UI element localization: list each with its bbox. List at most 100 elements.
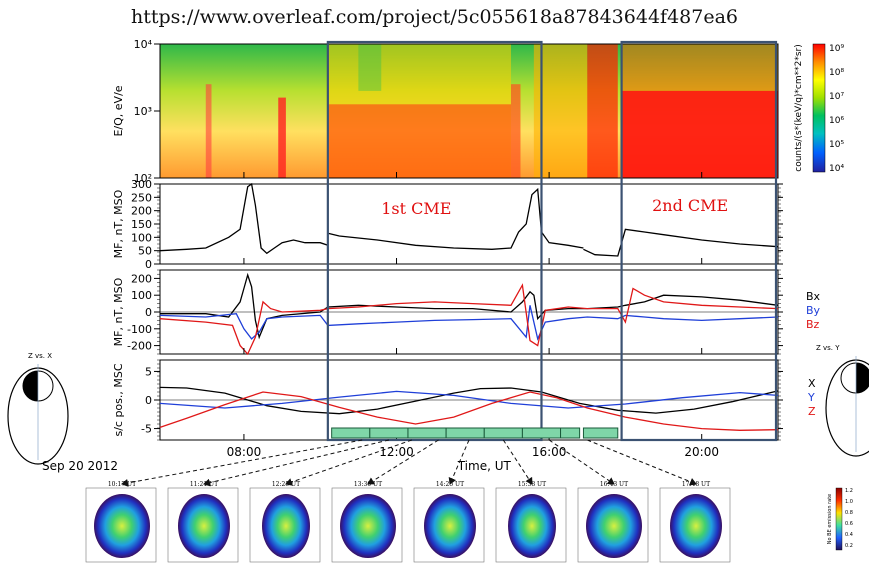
snapshot-time: 16:43 UT <box>600 481 628 488</box>
colorbar: 10⁹ 10⁸ 10⁷ 10⁶ 10⁵ 10⁴ counts/(s*(keV/q)*cm*… <box>794 43 844 174</box>
spectrogram-panel: 10² 10³ 10⁴ E/Q, eV/e <box>112 38 779 185</box>
orbit-segment <box>445 427 485 439</box>
spectrogram-band <box>205 84 212 178</box>
xtick-label: 12:00 <box>379 445 414 459</box>
spectrogram-band <box>587 44 618 178</box>
snapshot-links <box>121 439 697 487</box>
snapshot-time: 15:38 UT <box>518 481 546 488</box>
spectrogram-ytick-label: 10² <box>134 172 152 185</box>
legend-bx: Bx <box>806 290 821 303</box>
orbit-bar <box>331 427 619 439</box>
snapshot-time: 13:30 UT <box>354 481 382 488</box>
snapshot-image <box>508 494 556 558</box>
series-line-bx <box>160 272 779 340</box>
colorbar-tick-label: 10⁵ <box>829 140 844 150</box>
cme-box-1 <box>326 40 543 442</box>
ytick-label: 100 <box>131 231 152 244</box>
spectrogram-ytick-label: 10³ <box>134 105 152 118</box>
xtick-label: 16:00 <box>532 445 567 459</box>
series-line-2 <box>583 228 779 257</box>
orbit-segment <box>369 427 409 439</box>
ytick-label: -5 <box>141 423 152 436</box>
spectrogram-band <box>621 90 778 178</box>
spectrogram-band <box>358 44 382 91</box>
snapshot-image <box>178 494 230 558</box>
cme-label-2: 2nd CME <box>652 196 728 215</box>
ytick-label: 5 <box>145 365 152 378</box>
snapshot-colorbar-tick: 1.0 <box>845 499 853 505</box>
series-line-bz <box>159 283 779 356</box>
legend-z: Z <box>808 405 816 418</box>
spectrogram-band <box>327 104 511 178</box>
orbit-segment <box>407 427 447 439</box>
url-text[interactable]: https://www.overleaf.com/project/5c05561… <box>131 6 738 28</box>
ytick-label: 0 <box>145 258 152 271</box>
snapshot-link <box>121 439 363 487</box>
orbit-segment <box>483 427 523 439</box>
series-line-1 <box>327 187 584 250</box>
snapshot-time: 11:21 UT <box>190 481 218 488</box>
orbit-segment <box>560 427 581 439</box>
snapshot-colorbar-tick: 0.2 <box>845 543 853 549</box>
ytick-label: 300 <box>131 178 152 191</box>
colorbar-tick-label: 10⁶ <box>829 116 844 126</box>
date-label: Sep 20 2012 <box>42 459 118 473</box>
xtick-label: 20:00 <box>684 445 719 459</box>
snapshot-colorbar <box>835 487 843 551</box>
time-axis: 08:00 12:00 16:00 20:00 Time, UT <box>227 172 719 473</box>
series-line-z <box>159 391 779 431</box>
legend-bz: Bz <box>806 318 820 331</box>
legend-by: By <box>806 304 821 317</box>
panel-ylabel: MF, nT, MSO <box>112 189 125 258</box>
snapshot-colorbar-label: No BE emission rate <box>827 494 833 544</box>
ytick-label: 50 <box>138 245 152 258</box>
orbit-label: Z vs. Y <box>816 344 840 352</box>
ytick-label: 0 <box>145 306 152 319</box>
legend-y: Y <box>807 391 815 404</box>
colorbar-tick-label: 10⁷ <box>829 92 844 102</box>
colorbar-label: counts/(s*(keV/q)*cm**2*sr) <box>794 44 804 172</box>
snapshot-image <box>262 494 310 558</box>
snapshot-link <box>285 439 412 486</box>
spectrogram-band <box>278 97 286 178</box>
ytick-label: 100 <box>131 289 152 302</box>
snapshot-row: 10:17 UT 11:21 UT 12:25 UT 13:30 UT 14:25 UT… <box>85 481 853 563</box>
panel-ylabel: MF, nT, MSO <box>112 277 125 346</box>
snapshot-link <box>548 439 615 485</box>
planet-shadow <box>23 371 38 401</box>
snapshot-link <box>203 439 390 487</box>
snapshot-image <box>94 494 150 558</box>
colorbar-tick-label: 10⁹ <box>829 44 844 54</box>
snapshot-image <box>340 494 396 558</box>
ytick-label: -100 <box>127 323 152 336</box>
orbit-segment <box>331 427 371 439</box>
series-line-y <box>159 390 779 409</box>
spectrogram-ylabel: E/Q, eV/e <box>112 85 125 136</box>
orbit-segment <box>582 427 619 439</box>
snapshot-colorbar-tick: 0.8 <box>845 510 853 516</box>
series-line-0 <box>159 182 329 255</box>
snapshot-colorbar-tick: 0.4 <box>845 532 853 538</box>
spectrogram-ytick-label: 10⁴ <box>134 38 153 51</box>
cme-box-2 <box>620 40 778 442</box>
snapshot-link <box>502 439 533 485</box>
orbit-segment <box>521 427 562 439</box>
position-panel: -5 0 5 s/c pos., MSC XYZ <box>112 359 816 441</box>
snapshot-colorbar-tick: 1.2 <box>845 488 853 494</box>
snapshot-image <box>424 494 476 558</box>
snapshot-image <box>586 494 642 558</box>
colorbar-tick-label: 10⁴ <box>829 164 844 174</box>
snapshot-link <box>448 439 470 485</box>
legend-x: X <box>808 377 816 390</box>
xaxis-label: Time, UT <box>457 459 512 473</box>
series-line-x <box>159 386 779 415</box>
snapshot-time: 17:48 UT <box>682 481 710 488</box>
orbit-diagrams: Z vs. X Z vs. Y <box>7 344 869 465</box>
ytick-label: 200 <box>131 205 152 218</box>
ytick-label: 150 <box>131 218 152 231</box>
ytick-label: 250 <box>131 191 152 204</box>
ytick-label: 0 <box>145 394 152 407</box>
